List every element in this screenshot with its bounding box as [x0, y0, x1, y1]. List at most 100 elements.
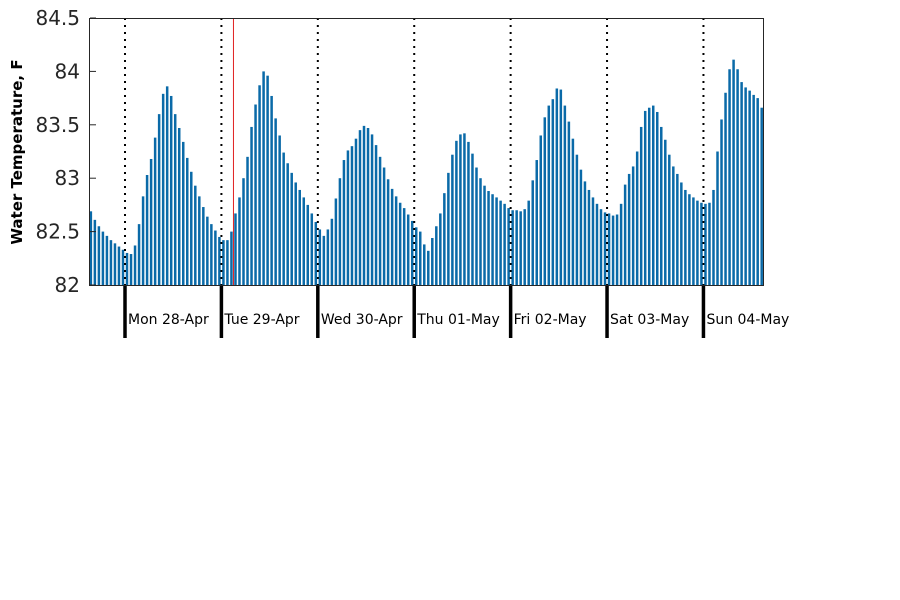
bar	[459, 134, 462, 285]
bar	[310, 213, 314, 285]
day-label: Sun 04-May	[706, 312, 789, 328]
bar	[635, 151, 639, 285]
bar	[398, 202, 402, 285]
bar	[145, 175, 149, 285]
bar	[410, 220, 414, 285]
bar	[161, 93, 165, 285]
bar	[133, 245, 137, 285]
bar	[125, 252, 129, 285]
bar	[559, 89, 563, 285]
bar	[439, 213, 442, 285]
bar	[362, 125, 366, 286]
bar	[740, 82, 743, 285]
y-tick-label: 84	[55, 59, 80, 83]
bar	[318, 229, 322, 285]
bar	[475, 167, 478, 285]
bar	[551, 99, 555, 285]
bar	[414, 227, 418, 285]
bar	[157, 114, 161, 286]
bar	[222, 240, 225, 285]
bar	[419, 231, 422, 285]
bar	[483, 185, 486, 285]
bar	[105, 235, 109, 285]
bar	[214, 230, 217, 285]
bar	[366, 128, 370, 285]
day-label: Sat 03-May	[610, 312, 689, 328]
bar	[153, 137, 157, 285]
bar	[314, 221, 318, 285]
bar	[334, 198, 338, 285]
bar	[684, 189, 687, 285]
bar	[350, 146, 354, 285]
bar	[402, 208, 406, 285]
bar	[656, 111, 659, 285]
bar	[651, 105, 655, 285]
bar	[716, 151, 719, 285]
x-axis-day-labels: Mon 28-Apr Tue 29-Apr Wed 30-Apr Thu 01-May…	[128, 312, 789, 328]
bar	[374, 145, 378, 285]
bar	[668, 154, 671, 285]
y-tick-label: 82	[55, 273, 80, 297]
bar	[688, 194, 691, 285]
bar	[676, 173, 679, 285]
bar	[226, 240, 229, 285]
bar	[728, 69, 731, 285]
bar	[571, 138, 575, 285]
y-tick-label: 83.5	[35, 113, 80, 137]
bar	[575, 154, 579, 285]
bar	[499, 200, 502, 285]
bar	[186, 157, 189, 285]
bar	[748, 90, 751, 286]
bar	[760, 107, 763, 286]
bar	[202, 207, 205, 285]
bar	[664, 139, 667, 285]
bar	[527, 200, 530, 285]
bar	[708, 202, 711, 285]
bar	[595, 203, 599, 285]
bar	[238, 197, 241, 285]
bar	[491, 194, 494, 285]
bar	[270, 95, 273, 286]
bar	[266, 75, 269, 285]
bar	[639, 126, 643, 285]
bar	[423, 244, 426, 285]
bar	[250, 126, 253, 285]
bar	[182, 141, 185, 285]
bar	[599, 209, 603, 285]
bar	[704, 203, 707, 285]
bar	[394, 196, 398, 285]
y-tick-label: 82.5	[35, 220, 80, 244]
bar	[121, 249, 125, 285]
bar	[302, 197, 306, 285]
bar	[451, 154, 454, 285]
bar	[672, 166, 675, 285]
bar	[647, 107, 651, 286]
bar	[583, 181, 587, 285]
bar	[254, 104, 257, 285]
bar	[165, 86, 169, 285]
bar	[724, 92, 727, 285]
y-axis-label: Water Temperature, F	[8, 59, 26, 244]
bar	[298, 189, 301, 285]
bar	[615, 214, 619, 285]
bar	[607, 213, 611, 285]
bar	[198, 196, 201, 285]
bar	[736, 69, 739, 285]
bar	[579, 169, 583, 285]
plot-frame	[89, 18, 764, 286]
bar	[346, 150, 350, 285]
day-label: Mon 28-Apr	[128, 312, 209, 328]
day-separators-layer	[123, 18, 706, 338]
bar	[567, 121, 571, 285]
bar	[93, 219, 97, 285]
bar	[535, 160, 538, 285]
bar	[141, 196, 145, 285]
bar	[218, 236, 221, 285]
bar	[720, 119, 723, 286]
bar	[511, 210, 514, 285]
bar	[282, 152, 285, 285]
y-tick-label: 84.5	[35, 6, 80, 30]
bar	[113, 243, 117, 285]
bar	[246, 156, 249, 285]
bar	[447, 172, 450, 285]
